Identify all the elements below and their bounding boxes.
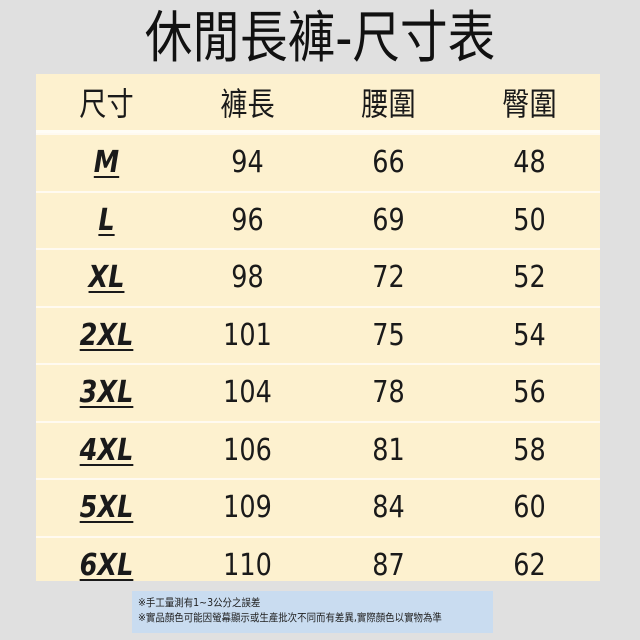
cell-hip: 62 [513,547,546,583]
cell-size: L [98,202,115,238]
cell-waist: 66 [372,145,405,181]
cell: 106 [188,433,308,468]
cell: XL [47,260,167,295]
header-size: 尺寸 [79,85,134,123]
table-row: 3XL 104 78 56 [36,363,600,421]
table-row: 2XL 101 75 54 [36,305,600,364]
table-row: XL 98 72 52 [36,248,600,306]
cell: 98 [188,260,308,295]
cell: 62 [470,548,590,583]
cell: 101 [188,318,308,353]
page-title: 休閒長褲-尺寸表 [144,6,496,71]
header-hip: 臀圍 [502,85,557,123]
cell: 110 [188,548,308,583]
cell-hip: 52 [513,260,546,296]
cell: 104 [188,375,308,410]
cell: L [47,203,167,238]
table-row: 5XL 109 84 60 [36,478,600,536]
cell: 96 [188,203,308,238]
cell-size: 6XL [79,547,134,583]
cell-hip: 56 [513,375,546,411]
notes-box: ※手工量測有1~3公分之誤差 ※實品顏色可能因螢幕顯示或生產批次不同而有差異,實… [132,591,493,633]
cell: 54 [470,318,590,353]
cell-hip: 58 [513,432,546,468]
table-row: 4XL 106 81 58 [36,420,600,479]
cell-length: 106 [223,432,272,468]
size-table: 尺寸 褲長 腰圍 臀圍 M 94 66 48 L 96 69 50 XL 98 72 52 2XL 101… [36,74,600,583]
cell: 3XL [47,375,167,410]
cell-waist: 87 [372,547,405,583]
cell: 2XL [47,318,167,353]
cell: 109 [188,490,308,525]
cell-waist: 81 [372,432,405,468]
table-row: L 96 69 50 [36,190,600,249]
cell: 94 [188,145,308,180]
cell: 48 [470,145,590,180]
table-header-row: 尺寸 褲長 腰圍 臀圍 [36,74,600,133]
cell: 52 [470,260,590,295]
cell-length: 109 [223,490,272,526]
cell: 58 [470,433,590,468]
cell-length: 96 [231,202,264,238]
cell: 72 [329,260,449,295]
cell: 6XL [47,548,167,583]
note-measurement: ※手工量測有1~3公分之誤差 [138,597,261,609]
cell-hip: 48 [513,145,546,181]
cell-length: 101 [223,317,272,353]
cell-waist: 84 [372,490,405,526]
cell-hip: 50 [513,202,546,238]
cell: 4XL [47,433,167,468]
cell: 81 [329,433,449,468]
cell-size: XL [88,260,125,296]
cell: 5XL [47,490,167,525]
cell: 84 [329,490,449,525]
cell-size: 5XL [79,490,134,526]
note-color: ※實品顏色可能因螢幕顯示或生產批次不同而有差異,實際顏色以實物為準 [138,612,442,624]
cell: 60 [470,490,590,525]
cell-size: M [93,145,120,181]
header-length: 褲長 [220,85,275,123]
cell-waist: 69 [372,202,405,238]
cell-hip: 54 [513,317,546,353]
cell-size: 4XL [79,432,134,468]
cell: 56 [470,375,590,410]
cell: 66 [329,145,449,180]
header-waist: 腰圍 [361,85,416,123]
cell: 50 [470,203,590,238]
cell-hip: 60 [513,490,546,526]
cell-waist: 75 [372,317,405,353]
cell: 69 [329,203,449,238]
cell: 78 [329,375,449,410]
table-row: 6XL 110 87 62 [36,535,600,594]
cell-length: 104 [223,375,272,411]
cell: 75 [329,318,449,353]
table-row: M 94 66 48 [36,133,600,191]
cell-length: 94 [231,145,264,181]
cell-waist: 72 [372,260,405,296]
cell: 87 [329,548,449,583]
cell-size: 3XL [79,375,134,411]
cell-waist: 78 [372,375,405,411]
cell-length: 110 [223,547,272,583]
cell-size: 2XL [79,317,134,353]
cell-length: 98 [231,260,264,296]
cell: M [47,145,167,180]
